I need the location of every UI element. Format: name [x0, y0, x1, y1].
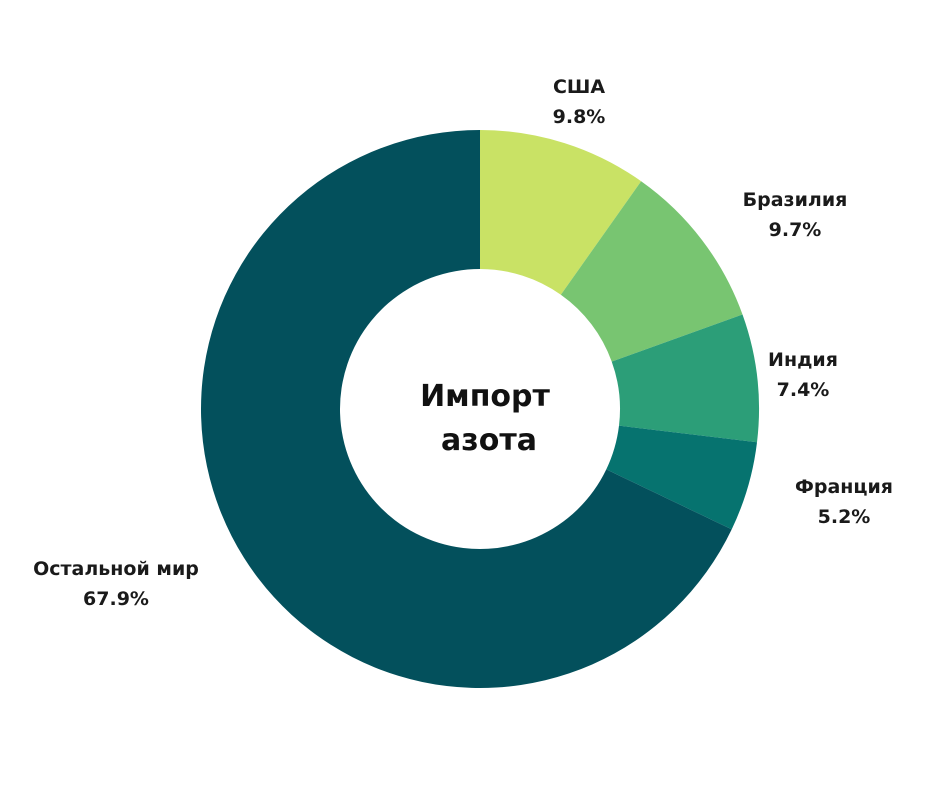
- slice-1: [560, 181, 743, 362]
- slice-value-label-2: 7.4%: [777, 379, 830, 401]
- chart-title-line-2: азота: [441, 423, 537, 458]
- chart-slices: [201, 129, 759, 688]
- slice-0: [480, 130, 642, 295]
- slice-label-4: Остальной мир: [33, 558, 199, 580]
- slice-value-label-3: 5.2%: [818, 506, 871, 528]
- slice-value-label-0: 9.8%: [553, 106, 606, 128]
- slice-value-label-1: 9.7%: [769, 219, 822, 241]
- slice-label-3: Франция: [795, 476, 893, 498]
- slice-label-1: Бразилия: [743, 189, 848, 211]
- slice-value-label-4: 67.9%: [83, 588, 149, 610]
- slice-3: [606, 425, 758, 530]
- slice-4: [201, 129, 732, 688]
- slice-label-2: Индия: [768, 349, 838, 371]
- chart-title-line-1: Импорт: [420, 379, 550, 414]
- slice-2: [611, 314, 759, 443]
- chart-slice-labels: США 9.8% Бразилия 9.7% Индия 7.4% Франция 5.2% О…: [33, 76, 893, 610]
- slice-label-0: США: [553, 76, 605, 98]
